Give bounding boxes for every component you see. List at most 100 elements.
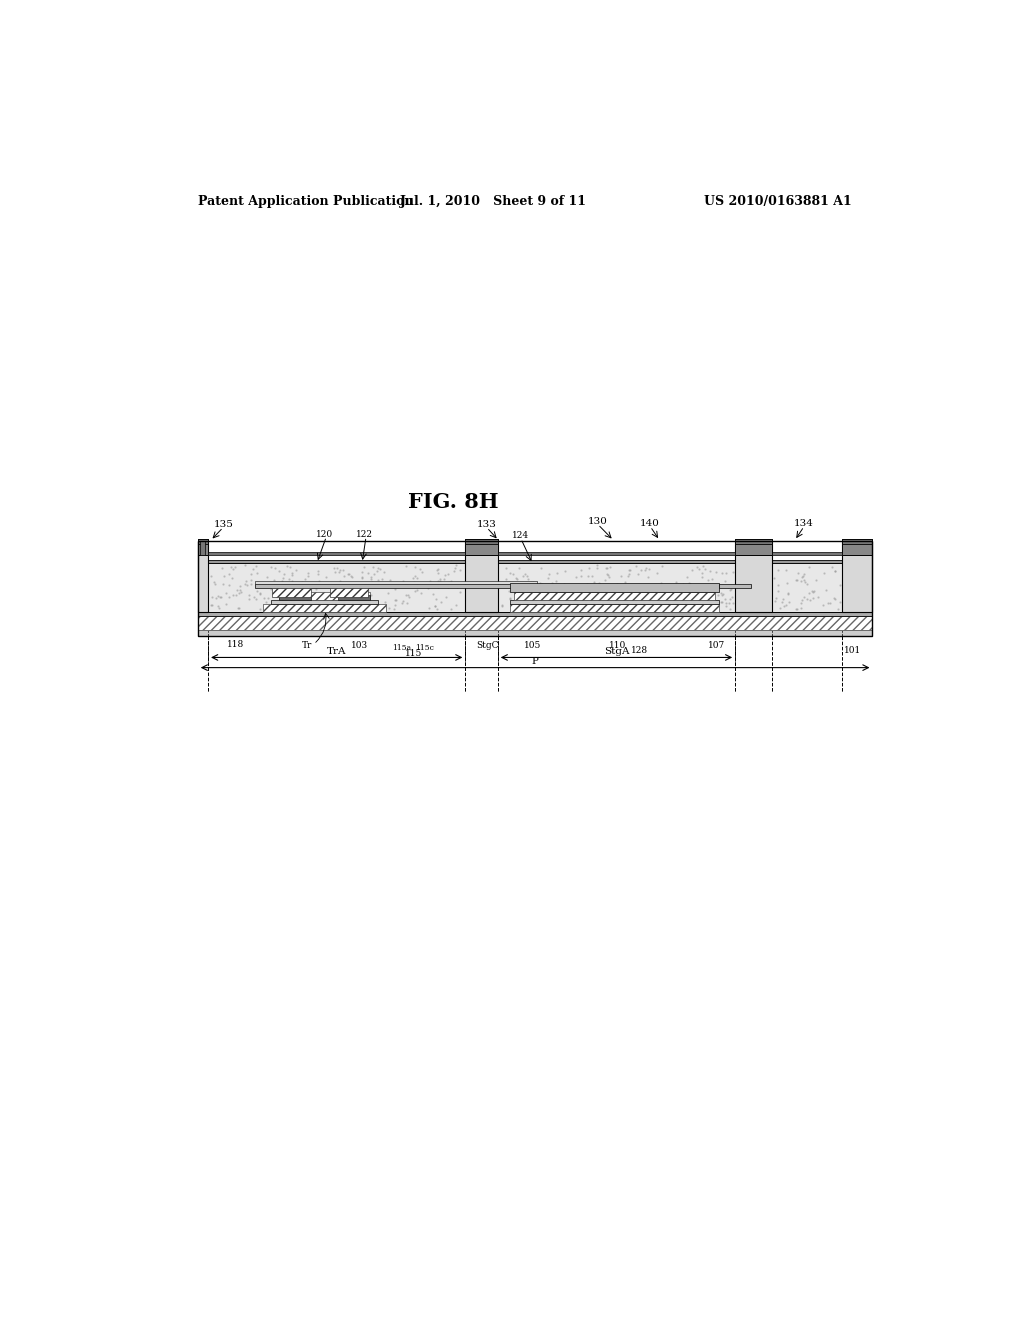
Point: [270, 561, 287, 582]
Point: [300, 562, 316, 583]
Point: [288, 581, 304, 602]
Point: [284, 570, 300, 591]
Point: [398, 593, 415, 614]
Point: [601, 576, 617, 597]
Text: 128: 128: [632, 645, 648, 655]
Point: [714, 562, 730, 583]
Point: [407, 579, 423, 601]
Point: [774, 591, 791, 612]
Bar: [510, 599, 719, 603]
Bar: [198, 539, 208, 544]
Point: [401, 586, 418, 607]
Point: [631, 583, 647, 605]
Point: [328, 591, 344, 612]
Point: [427, 595, 443, 616]
Point: [722, 589, 738, 610]
Point: [682, 587, 698, 609]
Point: [344, 566, 360, 587]
Point: [335, 560, 351, 581]
Point: [284, 565, 300, 586]
Point: [788, 570, 805, 591]
Point: [775, 589, 792, 610]
Bar: [842, 539, 872, 554]
Text: 105: 105: [524, 640, 542, 649]
Point: [613, 566, 630, 587]
Point: [780, 583, 797, 605]
Point: [623, 574, 639, 595]
Point: [614, 591, 631, 612]
Point: [243, 573, 259, 594]
Point: [793, 598, 809, 619]
Point: [808, 569, 824, 590]
Text: 122: 122: [356, 529, 373, 539]
Point: [413, 582, 429, 603]
Point: [242, 585, 258, 606]
Point: [505, 573, 521, 594]
Bar: [208, 562, 465, 611]
Point: [793, 570, 809, 591]
Point: [577, 593, 593, 614]
Bar: [270, 599, 378, 603]
Point: [262, 597, 279, 618]
Point: [272, 577, 289, 598]
Text: 130: 130: [588, 516, 608, 525]
Text: 120: 120: [315, 529, 333, 539]
Point: [722, 578, 738, 599]
Point: [515, 566, 531, 587]
Point: [218, 594, 234, 615]
Point: [699, 591, 716, 612]
Bar: [279, 595, 310, 599]
Point: [336, 565, 352, 586]
Point: [701, 578, 718, 599]
Point: [509, 591, 525, 612]
Text: Tr: Tr: [302, 640, 312, 649]
Point: [607, 586, 624, 607]
Point: [338, 595, 354, 616]
Point: [597, 569, 613, 590]
Point: [211, 598, 227, 619]
Point: [804, 581, 820, 602]
Point: [262, 578, 279, 599]
Point: [412, 558, 428, 579]
Point: [203, 565, 219, 586]
Point: [724, 586, 740, 607]
Point: [601, 566, 617, 587]
Text: 135: 135: [213, 520, 233, 529]
Point: [549, 562, 565, 583]
Point: [801, 557, 817, 578]
Point: [292, 577, 308, 598]
Text: StgA: StgA: [604, 647, 629, 656]
Point: [421, 598, 437, 619]
Point: [242, 589, 258, 610]
Point: [770, 574, 786, 595]
Point: [666, 586, 682, 607]
Point: [572, 581, 589, 602]
Point: [648, 562, 665, 583]
Point: [526, 581, 543, 602]
Point: [354, 561, 371, 582]
Point: [796, 565, 812, 586]
Point: [690, 591, 707, 612]
Point: [682, 573, 698, 594]
Point: [796, 564, 812, 585]
Point: [399, 585, 416, 606]
Point: [511, 585, 527, 606]
Point: [502, 589, 518, 610]
Point: [265, 581, 282, 602]
Point: [545, 582, 561, 603]
Point: [306, 591, 323, 612]
Point: [387, 590, 403, 611]
Point: [519, 566, 536, 587]
Point: [628, 585, 644, 606]
Point: [288, 581, 304, 602]
Point: [501, 572, 517, 593]
Point: [409, 579, 425, 601]
Point: [216, 566, 232, 587]
Point: [552, 581, 568, 602]
Text: 115a: 115a: [392, 644, 412, 652]
Point: [275, 564, 292, 585]
Bar: [198, 539, 208, 554]
Point: [583, 593, 599, 614]
Point: [334, 574, 350, 595]
Point: [670, 582, 686, 603]
